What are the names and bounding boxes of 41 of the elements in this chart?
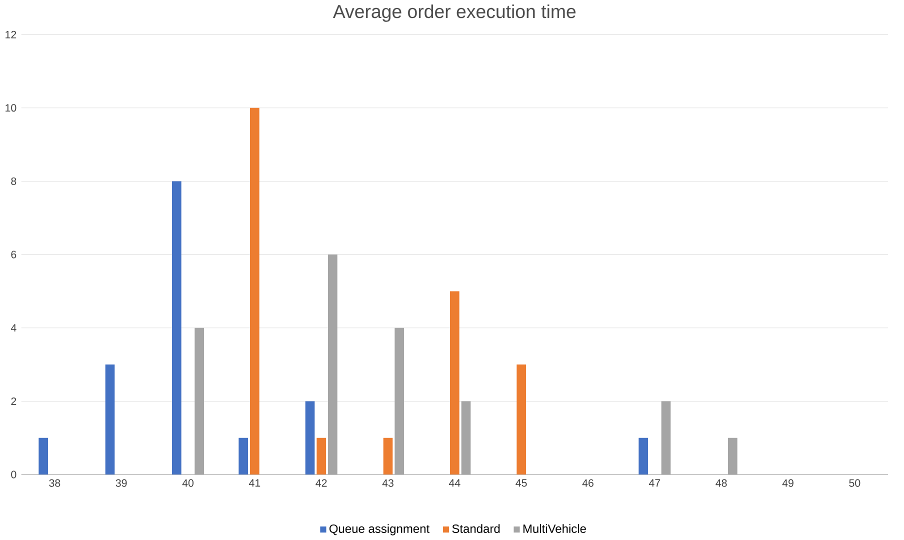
bar xyxy=(316,438,326,474)
x-tick-label: 41 xyxy=(248,479,260,487)
bar xyxy=(638,438,648,474)
x-tick-label: 43 xyxy=(382,479,394,487)
bar xyxy=(38,438,48,474)
legend-label: Standard xyxy=(452,524,500,533)
bar xyxy=(105,364,115,474)
y-tick-label: 0 xyxy=(11,470,16,478)
bar xyxy=(383,438,393,474)
bar xyxy=(661,401,671,474)
x-tick-label: 44 xyxy=(448,479,460,487)
bar xyxy=(172,181,182,474)
chart-title: Average order execution time xyxy=(332,4,576,22)
bar xyxy=(728,438,738,474)
x-tick-label: 47 xyxy=(648,479,660,487)
y-tick-label: 4 xyxy=(10,324,16,332)
y-tick-label: 8 xyxy=(11,177,16,185)
bar xyxy=(250,108,260,474)
x-tick-label: 46 xyxy=(582,479,594,487)
y-tick-label: 12 xyxy=(6,30,16,38)
x-tick-label: 40 xyxy=(182,479,194,487)
y-tick-label: 10 xyxy=(6,104,16,112)
x-tick-label: 50 xyxy=(849,479,860,487)
x-tick-label: 49 xyxy=(782,479,794,487)
bar xyxy=(516,364,526,474)
bar xyxy=(450,291,460,474)
x-tick-label: 38 xyxy=(49,479,60,487)
y-tick-label: 2 xyxy=(11,397,16,405)
legend-label: MultiVehicle xyxy=(523,524,586,533)
y-tick-label: 6 xyxy=(11,250,16,258)
x-tick-label: 39 xyxy=(116,479,127,487)
x-tick-label: 45 xyxy=(516,479,527,487)
bar xyxy=(394,328,404,474)
bar xyxy=(238,438,248,474)
bar xyxy=(305,401,315,474)
bar xyxy=(461,401,471,474)
legend-label: Queue assignment xyxy=(329,524,430,536)
x-tick-label: 48 xyxy=(716,479,727,487)
bar xyxy=(194,328,204,474)
x-tick-label: 42 xyxy=(316,479,327,487)
bar xyxy=(328,254,338,474)
